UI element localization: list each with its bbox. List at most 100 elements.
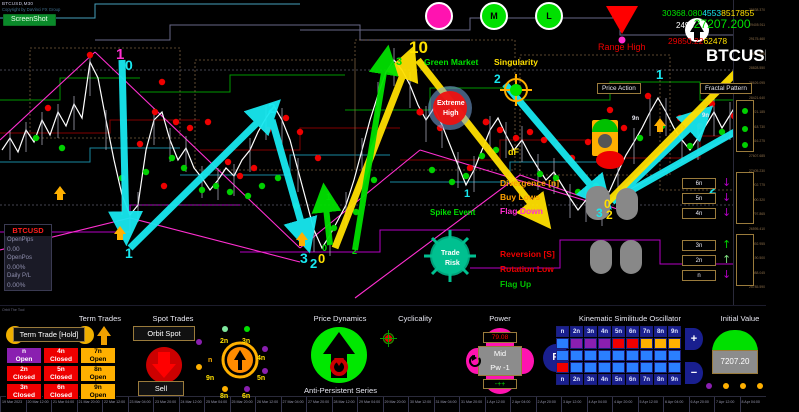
chart-annotation-21: Reversion [S]: [500, 249, 555, 259]
term-cell-2n[interactable]: 2n Closed: [6, 365, 42, 382]
kso-cell-r0-c1[interactable]: [570, 338, 583, 349]
price-dynamics-icon[interactable]: [308, 326, 370, 384]
time-tick-28: 7 Apr 12:00: [716, 400, 735, 404]
orbit-dot-6n: [244, 386, 250, 392]
term-cell-5n[interactable]: 5n Closed: [43, 365, 79, 382]
ladder-row-3n[interactable]: 3n: [682, 240, 716, 251]
kso-cell-r1-c2[interactable]: [584, 350, 597, 361]
orbit-label-8n: 8n: [220, 393, 229, 400]
kso-cell-r2-c2[interactable]: [584, 362, 597, 373]
ladder-row-2n[interactable]: 2n: [682, 255, 716, 266]
term-cell-state-7n: Open: [89, 355, 107, 363]
chart-annotation-30: 9n: [632, 116, 640, 122]
price-chart[interactable]: BTCUSD,M30 Copyright by DaVinci FX Group…: [0, 0, 766, 305]
term-cell-9n[interactable]: 9n Open: [80, 383, 116, 400]
term-cell-label-5n: 5n: [57, 366, 65, 374]
ladder-row-5n[interactable]: 5n: [682, 193, 716, 204]
price-tick-4: 28828.550: [748, 66, 765, 71]
time-tick-29: 8 Apr 04:00: [741, 400, 760, 404]
initial-value-dot-0: [706, 383, 712, 389]
kso-cell-r2-c5[interactable]: [626, 362, 639, 373]
kso-cell-r2-c6[interactable]: [640, 362, 653, 373]
kso-cell-r0-c4[interactable]: [612, 338, 625, 349]
sell-arrow-icon[interactable]: [142, 346, 186, 382]
term-cell-6n[interactable]: 6n Closed: [43, 383, 79, 400]
power-rotate-icon[interactable]: [468, 354, 482, 368]
kso-cell-r1-c4[interactable]: [612, 350, 625, 361]
ladder-dot-column-upper: [736, 172, 754, 224]
ladder-row-4n[interactable]: 4n: [682, 208, 716, 219]
kso-cell-r0-c8[interactable]: [668, 338, 681, 349]
kso-grid[interactable]: n 2n 3n 4n 5n 6n 7n 8n 9n n 2n 3n 4n 5n 6n 7n 8n 9n: [556, 326, 681, 385]
kso-cell-r0-c5[interactable]: [626, 338, 639, 349]
kso-cell-r0-c3[interactable]: [598, 338, 611, 349]
orbit-label-2n: 2n: [220, 338, 229, 345]
kso-minus-button[interactable]: −: [685, 362, 703, 384]
kso-cell-r0-c7[interactable]: [654, 338, 667, 349]
time-tick-23: 4 Apr 04:00: [588, 400, 607, 404]
term-cell-n[interactable]: n Open: [6, 347, 42, 364]
kso-cell-r1-c3[interactable]: [598, 350, 611, 361]
boxed-label-1[interactable]: Fractal Pattern: [700, 83, 752, 94]
cyclicality-grid[interactable]: [376, 328, 454, 394]
sell-button[interactable]: Sell: [138, 381, 184, 396]
boxed-label-0[interactable]: Price Action: [597, 83, 641, 94]
range-high-marker: [606, 6, 638, 44]
chart-annotation-3: 2: [268, 100, 276, 116]
term-up-arrow-icon[interactable]: [96, 325, 112, 345]
term-cell-label-8n: 8n: [94, 366, 102, 374]
kso-cell-r0-c2[interactable]: [584, 338, 597, 349]
kso-cell-r1-c8[interactable]: [668, 350, 681, 361]
term-trade-hold-button[interactable]: Term Trade [Hold]: [13, 327, 85, 342]
power-widget[interactable]: 79.08 Mid Pw -1 -++: [466, 328, 534, 394]
orbit-dial[interactable]: n 2n 3n 4n 5n 6n 8n 9n: [204, 320, 276, 400]
chart-annotation-0: 1: [116, 46, 125, 63]
top-gauge-dial[interactable]: [425, 2, 453, 30]
kso-cell-r1-c1[interactable]: [570, 350, 583, 361]
kso-cell-r2-c4[interactable]: [612, 362, 625, 373]
kso-header-5n: 5n: [612, 326, 625, 337]
time-sep-15: [382, 397, 384, 412]
time-axis[interactable]: 19 Mar 2023 20 Mar 12:00 21 Mar 04:00 21 Ma…: [0, 396, 766, 412]
ladder-row-6n[interactable]: 6n: [682, 178, 716, 189]
kso-cell-r1-c7[interactable]: [654, 350, 667, 361]
power-line2: Pw -1: [490, 363, 510, 372]
kso-cell-r2-c3[interactable]: [598, 362, 611, 373]
kso-cell-r1-c0[interactable]: [556, 350, 569, 361]
chart-symbol-title: BTCUSD,M30: [2, 1, 34, 6]
term-trade-grid[interactable]: n Open 4n Closed 7n Open 2n Closed 5n Closed 8n Ope…: [6, 347, 116, 400]
cyclicality-title: Cyclicality: [398, 314, 432, 323]
orbit-spot-button[interactable]: Orbit Spot: [133, 326, 195, 341]
time-sep-28: [714, 397, 715, 412]
quote-high-group: 30368.08045538517855: [662, 3, 754, 21]
kso-footer-n: n: [556, 374, 569, 385]
cyclicality-vline-8: [388, 330, 389, 347]
kso-cell-r1-c6[interactable]: [640, 350, 653, 361]
kso-cell-r2-c0[interactable]: [556, 362, 569, 373]
kso-header-2n: 2n: [570, 326, 583, 337]
kso-cell-r1-c5[interactable]: [626, 350, 639, 361]
kso-cell-r2-c1[interactable]: [570, 362, 583, 373]
cyclicality-cell-8[interactable]: [380, 330, 397, 347]
kso-cell-r0-c6[interactable]: [640, 338, 653, 349]
ladder-arrow-6n: ↓: [722, 176, 732, 189]
kso-cell-r0-c0[interactable]: [556, 338, 569, 349]
ladder-row-n[interactable]: n: [682, 270, 716, 281]
kso-plus-button[interactable]: +: [685, 328, 703, 350]
top-gauge-M[interactable]: M: [480, 2, 508, 30]
kso-cell-r2-c8[interactable]: [668, 362, 681, 373]
price-dynamics-caption: Anti-Persistent Series: [303, 386, 377, 395]
term-cell-7n[interactable]: 7n Open: [80, 347, 116, 364]
top-gauge-L[interactable]: L: [535, 2, 563, 30]
term-cell-4n[interactable]: 4n Closed: [43, 347, 79, 364]
kso-footer-6n: 6n: [626, 374, 639, 385]
term-cell-8n[interactable]: 8n Open: [80, 365, 116, 382]
orbit-dial-center-icon[interactable]: [220, 340, 260, 380]
time-tick-0: 19 Mar 2023: [2, 400, 23, 404]
initial-value-dot-2: [740, 383, 746, 389]
kso-footer-4n: 4n: [598, 374, 611, 385]
kso-cell-r2-c7[interactable]: [654, 362, 667, 373]
screenshot-button[interactable]: ScreenShot: [3, 14, 56, 26]
term-cell-state-5n: Closed: [50, 373, 72, 381]
term-cell-3n[interactable]: 3n Closed: [6, 383, 42, 400]
